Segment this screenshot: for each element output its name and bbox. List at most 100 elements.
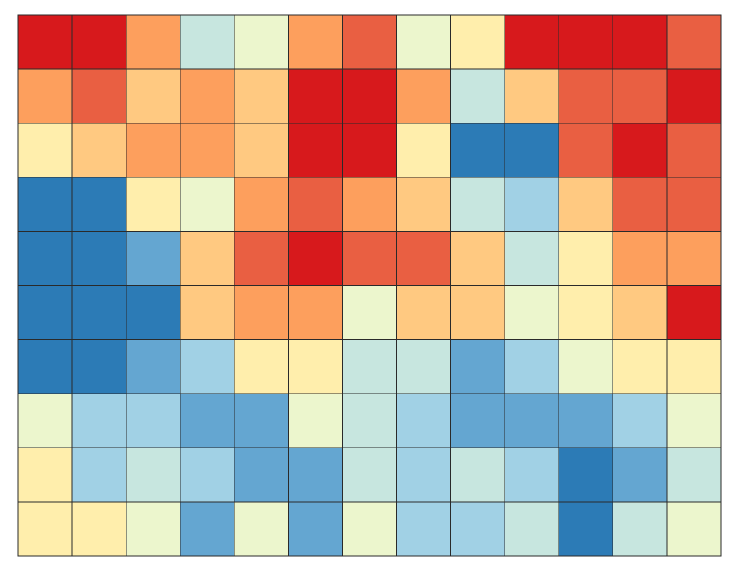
heatmap-cell-r6-c3	[179, 339, 235, 395]
heatmap-cell-r7-c10	[558, 393, 614, 449]
heatmap-cell-r6-c10	[558, 339, 614, 395]
heatmap-cell-r4-c9	[504, 230, 560, 286]
heatmap-cell-r0-c4	[233, 14, 289, 70]
heatmap-cell-r2-c1	[71, 122, 127, 178]
heatmap-cell-r5-c4	[233, 285, 289, 340]
heatmap-cell-r7-c2	[125, 393, 181, 449]
heatmap-cell-r0-c7	[396, 14, 452, 70]
heatmap-cell-r5-c6	[342, 285, 397, 340]
heatmap-cell-r8-c4	[233, 447, 289, 503]
heatmap-cell-r0-c0	[17, 14, 73, 70]
heatmap-cell-r5-c1	[71, 285, 127, 340]
heatmap-cell-r6-c12	[666, 339, 722, 395]
heatmap-cell-r4-c5	[287, 230, 343, 286]
heatmap-cell-r5-c2	[125, 285, 181, 340]
heatmap-cell-r4-c8	[450, 230, 506, 286]
heatmap-cell-r1-c8	[450, 68, 506, 124]
heatmap-cell-r2-c7	[396, 122, 452, 178]
heatmap-cell-r9-c4	[233, 501, 289, 557]
heatmap-cell-r7-c7	[396, 393, 452, 449]
heatmap-cell-r5-c9	[504, 285, 560, 340]
heatmap-cell-r1-c6	[342, 68, 397, 124]
heatmap-cell-r2-c10	[558, 122, 614, 178]
heatmap-cell-r1-c4	[233, 68, 289, 124]
heatmap-cells	[17, 14, 722, 557]
heatmap-cell-r5-c3	[179, 285, 235, 340]
heatmap-cell-r7-c8	[450, 393, 506, 449]
heatmap-cell-r1-c11	[612, 68, 668, 124]
heatmap-cell-r7-c9	[504, 393, 560, 449]
heatmap-cell-r6-c5	[287, 339, 343, 395]
heatmap-cell-r4-c10	[558, 230, 614, 286]
heatmap-cell-r1-c9	[504, 68, 560, 124]
heatmap-cell-r0-c8	[450, 14, 506, 70]
heatmap-cell-r2-c0	[17, 122, 73, 178]
heatmap-cell-r4-c2	[125, 230, 181, 286]
heatmap-cell-r3-c9	[504, 176, 560, 232]
heatmap-cell-r6-c4	[233, 339, 289, 395]
heatmap-cell-r2-c9	[504, 122, 560, 178]
heatmap-cell-r6-c7	[396, 339, 452, 395]
heatmap-cell-r5-c0	[17, 285, 73, 340]
heatmap-cell-r7-c3	[179, 393, 235, 449]
heatmap-cell-r5-c11	[612, 285, 668, 340]
heatmap-cell-r4-c3	[179, 230, 235, 286]
heatmap-cell-r1-c10	[558, 68, 614, 124]
heatmap-cell-r8-c9	[504, 447, 560, 503]
heatmap-cell-r0-c1	[71, 14, 127, 70]
heatmap-cell-r7-c11	[612, 393, 668, 449]
heatmap-cell-r9-c6	[342, 501, 397, 557]
heatmap-cell-r7-c6	[342, 393, 397, 449]
heatmap-cell-r5-c10	[558, 285, 614, 340]
heatmap-cell-r7-c1	[71, 393, 127, 449]
heatmap-cell-r7-c5	[287, 393, 343, 449]
heatmap-cell-r4-c4	[233, 230, 289, 286]
heatmap-cell-r0-c3	[179, 14, 235, 70]
heatmap-cell-r5-c8	[450, 285, 506, 340]
heatmap-cell-r9-c12	[666, 501, 722, 557]
heatmap-cell-r1-c0	[17, 68, 73, 124]
heatmap-cell-r3-c12	[666, 176, 722, 232]
heatmap-cell-r4-c11	[612, 230, 668, 286]
heatmap-cell-r3-c5	[287, 176, 343, 232]
heatmap-cell-r3-c8	[450, 176, 506, 232]
heatmap-cell-r9-c3	[179, 501, 235, 557]
heatmap-cell-r0-c2	[125, 14, 181, 70]
heatmap-cell-r8-c10	[558, 447, 614, 503]
heatmap-cell-r1-c5	[287, 68, 343, 124]
heatmap-cell-r5-c12	[666, 285, 722, 340]
heatmap-cell-r6-c9	[504, 339, 560, 395]
heatmap-cell-r5-c5	[287, 285, 343, 340]
heatmap-cell-r1-c12	[666, 68, 722, 124]
heatmap-cell-r9-c10	[558, 501, 614, 557]
heatmap-cell-r3-c2	[125, 176, 181, 232]
heatmap-cell-r9-c8	[450, 501, 506, 557]
heatmap-cell-r8-c3	[179, 447, 235, 503]
heatmap-cell-r8-c7	[396, 447, 452, 503]
heatmap-cell-r7-c12	[666, 393, 722, 449]
heatmap-cell-r0-c5	[287, 14, 343, 70]
heatmap-cell-r0-c9	[504, 14, 560, 70]
heatmap-cell-r4-c1	[71, 230, 127, 286]
heatmap-cell-r3-c11	[612, 176, 668, 232]
heatmap-cell-r2-c8	[450, 122, 506, 178]
heatmap-cell-r2-c2	[125, 122, 181, 178]
heatmap-cell-r7-c0	[17, 393, 73, 449]
heatmap-cell-r6-c8	[450, 339, 506, 395]
heatmap-cell-r0-c6	[342, 14, 397, 70]
heatmap-cell-r3-c10	[558, 176, 614, 232]
heatmap-cell-r8-c2	[125, 447, 181, 503]
heatmap-cell-r6-c0	[17, 339, 73, 395]
heatmap-cell-r9-c2	[125, 501, 181, 557]
heatmap-cell-r9-c7	[396, 501, 452, 557]
heatmap-cell-r2-c4	[233, 122, 289, 178]
heatmap-cell-r2-c5	[287, 122, 343, 178]
heatmap-cell-r8-c8	[450, 447, 506, 503]
heatmap-cell-r6-c2	[125, 339, 181, 395]
heatmap-cell-r9-c9	[504, 501, 560, 557]
heatmap-cell-r6-c1	[71, 339, 127, 395]
heatmap-cell-r1-c7	[396, 68, 452, 124]
heatmap-cell-r2-c3	[179, 122, 235, 178]
heatmap-cell-r3-c7	[396, 176, 452, 232]
